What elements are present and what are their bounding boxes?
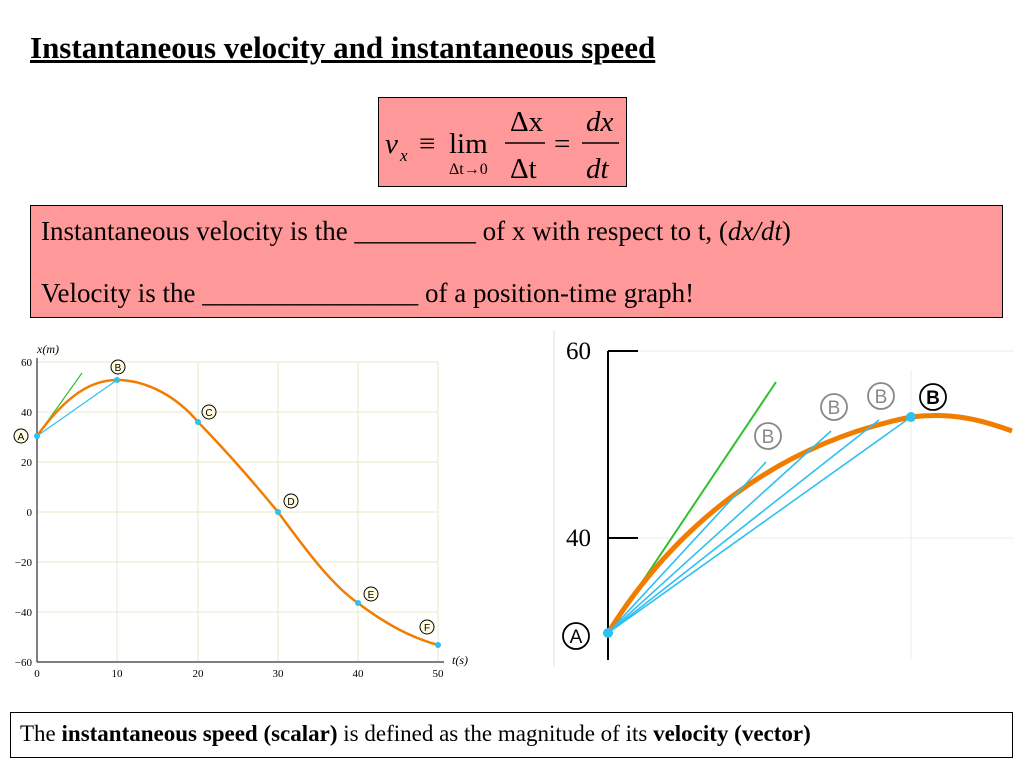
zoom-y-tick-60: 60 [566,338,591,365]
point-b-marker [110,359,126,375]
x-tick-40: 40 [353,668,365,680]
secant-line-3 [607,419,880,634]
point-a-dot [34,433,40,439]
definition-line-1-close: ) [781,216,791,246]
formula-lim-subscript: Δt→0 [449,161,488,178]
y-tick-neg20: −20 [15,557,33,569]
speed-definition-box: The instantaneous speed (scalar) is defi… [10,712,1013,758]
point-a-label: A [18,432,25,443]
formula-equals: = [554,128,570,160]
zoom-position-curve [605,413,1013,635]
zoom-point-a-marker [562,622,590,650]
x-axis-label: t(s) [452,653,468,667]
formula-lim: lim [449,128,488,160]
formula-numerator-2: dx [586,106,614,138]
point-e-marker [363,586,379,602]
point-b-dot [114,377,120,383]
ghost-b-label-2: B [828,398,841,419]
formula-equiv: ≡ [419,128,435,160]
zoom-point-a-dot [603,628,613,638]
zoom-y-tick-40: 40 [566,525,591,552]
formula-v: v [385,128,398,160]
speed-definition-text: The instantaneous speed (scalar) is defi… [20,721,811,747]
position-curve [35,378,439,647]
secant-line-a-to-b [36,379,118,437]
y-tick-40: 40 [21,407,33,419]
definition-line-1: Instantaneous velocity is the _________ … [41,216,791,247]
point-c-dot [195,419,201,425]
point-e-label: E [368,590,375,601]
zoomed-tangent-graph: 60 40 A B B B B [552,330,1014,675]
ghost-b-marker-2 [820,393,848,421]
page-title: Instantaneous velocity and instantaneous… [30,30,656,65]
y-tick-neg60: −60 [15,657,33,669]
point-d-dot [275,509,281,515]
definition-line-1-text: Instantaneous velocity is the _________ … [41,216,728,246]
point-a-marker [13,428,29,444]
zoom-point-a-label: A [570,627,583,648]
x-tick-30: 30 [273,668,285,680]
footer-mid: is defined as the magnitude of its [337,721,654,746]
footer-pre: The [20,721,62,746]
y-tick-neg40: −40 [15,607,33,619]
ghost-b-label-1: B [762,427,775,448]
secant-line-4 [607,416,912,634]
point-b-label: B [115,363,122,374]
secant-line-1 [607,461,767,634]
zoom-point-b-marker [919,383,947,411]
zoom-point-b-label: B [926,388,940,409]
point-d-label: D [287,497,294,508]
velocity-limit-formula: v x ≡ lim Δt→0 Δx Δt = dx dt [378,97,627,187]
formula-denominator-2: dt [586,153,610,185]
point-f-dot [435,642,441,648]
definition-box: Instantaneous velocity is the _________ … [30,205,1003,318]
x-tick-0: 0 [34,668,40,680]
x-tick-50: 50 [433,668,445,680]
position-time-graph: x(m) t(s) 60 40 20 0 −20 −40 −60 0 10 20… [8,338,478,693]
y-tick-0: 0 [27,507,33,519]
point-e-dot [355,600,361,606]
point-c-label: C [205,408,212,419]
definition-line-2: Velocity is the ________________ of a po… [41,278,695,308]
zoom-point-b-dot [906,412,916,422]
x-tick-20: 20 [193,668,205,680]
formula-subscript-x: x [399,146,408,165]
point-c-marker [201,404,217,420]
grid-lines [37,361,439,662]
point-f-label: F [424,623,430,634]
ghost-b-marker-1 [754,422,782,450]
formula-denominator-1: Δt [510,153,537,185]
point-f-marker [419,619,435,635]
y-axis-label: x(m) [36,342,59,356]
definition-line-1-derivative: dx/dt [727,216,782,246]
y-tick-60: 60 [21,357,33,369]
y-tick-20: 20 [21,457,33,469]
footer-velocity-term: velocity (vector) [653,721,811,746]
footer-speed-term: instantaneous speed (scalar) [61,721,338,746]
secant-line-2 [607,430,832,634]
formula-numerator-1: Δx [510,106,544,138]
x-tick-10: 10 [112,668,124,680]
point-d-marker [283,493,299,509]
ghost-b-label-3: B [875,387,888,408]
ghost-b-marker-3 [867,382,895,410]
